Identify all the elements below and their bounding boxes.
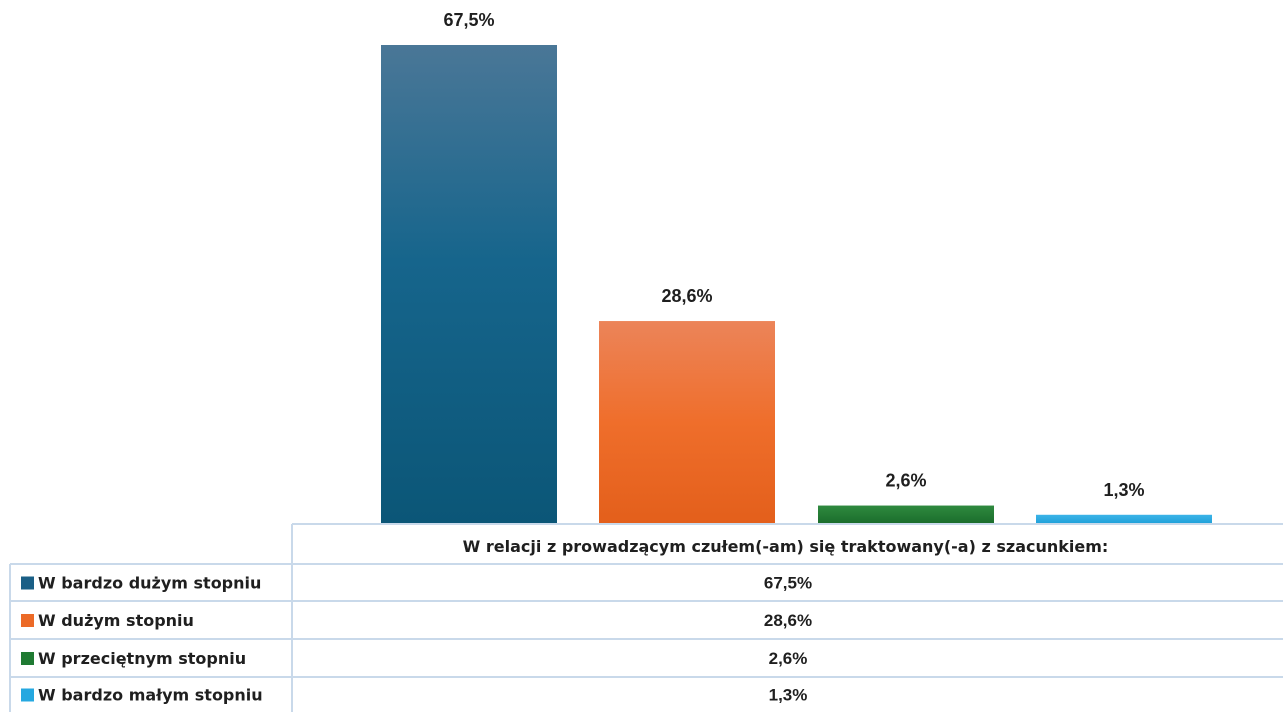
bar-value-label: 28,6% bbox=[661, 286, 712, 306]
chart-title: W relacji z prowadzącym czułem(-am) się … bbox=[463, 537, 1109, 556]
legend-swatch bbox=[21, 688, 34, 702]
bar-value-label: 67,5% bbox=[443, 10, 494, 30]
category-label: W bardzo małym stopniu bbox=[38, 686, 263, 705]
category-label: W przeciętnym stopniu bbox=[38, 649, 246, 668]
table-value: 28,6% bbox=[764, 611, 812, 630]
category-label: W dużym stopniu bbox=[38, 611, 194, 630]
bar-value-label: 1,3% bbox=[1103, 480, 1144, 500]
bars-group: 67,5% 28,6% 2,6% 1,3% bbox=[381, 10, 1212, 524]
legend-swatch bbox=[21, 576, 34, 590]
table-value: 1,3% bbox=[769, 686, 808, 705]
table-value: 2,6% bbox=[769, 649, 808, 668]
legend-swatch bbox=[21, 652, 34, 665]
category-label: W bardzo dużym stopniu bbox=[38, 574, 261, 593]
bar-4 bbox=[1036, 514, 1212, 524]
legend-swatch bbox=[21, 614, 34, 627]
bar-3 bbox=[818, 505, 994, 524]
data-table: W relacji z prowadzącym czułem(-am) się … bbox=[9, 523, 1283, 712]
bar-2 bbox=[599, 321, 775, 524]
bar-1 bbox=[381, 45, 557, 524]
table-value: 67,5% bbox=[764, 574, 812, 593]
bar-value-label: 2,6% bbox=[885, 471, 926, 491]
